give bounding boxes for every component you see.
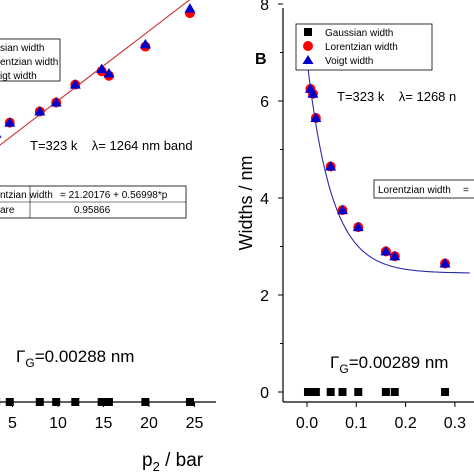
panel-a-x-tick-label: 5 xyxy=(8,415,17,432)
chart-panel-a: 5 10 15 20 25 p2 / bar sian width entzian wi… xyxy=(0,0,216,474)
panel-b-point-voigt xyxy=(325,160,337,171)
panel-b-legend-marker-gaussian xyxy=(304,28,312,36)
panel-a-point-voigt xyxy=(103,67,115,78)
panel-b-legend-entry-voigt: Voigt width xyxy=(325,56,373,67)
panel-b-y-tick-label: 8 xyxy=(260,0,269,14)
panel-a-fit-box: ntzian width = 21.20176 + 0.56998*p are … xyxy=(0,185,187,219)
panel-b-y-tick-label: 2 xyxy=(260,288,269,305)
panel-a-x-tick-label: 15 xyxy=(95,415,113,432)
panel-a-fit-box-rsquare-value: 0.95866 xyxy=(74,205,111,216)
panel-b-point-gaussian xyxy=(326,388,335,396)
panel-b-x-ticks: 0.0 0.1 0.2 0.3 xyxy=(296,402,466,432)
panel-a-x-tick-label: 10 xyxy=(49,415,67,432)
panel-a-point-voigt xyxy=(0,135,2,138)
panel-b-point-voigt xyxy=(307,88,319,98)
panel-a-fit-line xyxy=(0,0,191,146)
panel-b-point-voigt xyxy=(439,257,451,268)
panel-b-conditions-annotation: T=323 k λ= 1268 n xyxy=(337,89,456,104)
panel-b-point-gaussian xyxy=(441,388,450,396)
panel-b-point-voigt xyxy=(352,221,364,232)
panel-b-point-gaussian xyxy=(338,388,347,396)
panel-b-x-tick-label: 0.3 xyxy=(444,415,466,432)
panel-a-point-voigt xyxy=(4,117,16,127)
panel-b-x-tick-label: 0.0 xyxy=(296,415,318,432)
panel-b-legend-entry-gaussian: Gaussian width xyxy=(325,28,393,39)
panel-a-x-tick-label: 25 xyxy=(186,415,204,432)
panel-b-x-tick-label: 0.2 xyxy=(394,415,416,432)
panel-b-point-voigt xyxy=(310,112,322,122)
panel-b-point-voigt xyxy=(389,250,401,261)
panel-a-legend: sian width entzian width igt width xyxy=(0,38,61,82)
panel-a-x-ticks: 5 10 15 20 25 xyxy=(8,402,204,432)
panel-a-point-voigt xyxy=(34,105,46,116)
panel-a-legend-box xyxy=(0,38,61,82)
panel-a-point-voigt xyxy=(184,3,196,13)
panel-b-fit-box-frame xyxy=(373,179,474,199)
panel-a-conditions-annotation: T=323 k λ= 1264 nm band xyxy=(30,138,193,153)
panel-b-point-gaussian xyxy=(381,388,390,396)
panel-b-gamma-label: ΓG=0.00289 nm xyxy=(330,353,448,376)
panel-b-series xyxy=(302,57,470,396)
panel-b-y-axis-label: Widths / nm xyxy=(236,155,256,250)
panel-b-y-tick-label: 6 xyxy=(260,94,269,111)
panel-b-y-tick-label: 0 xyxy=(260,385,269,402)
panel-b-legend-marker-voigt xyxy=(302,55,314,64)
panel-b-legend-box xyxy=(295,23,433,71)
panel-b-point-gaussian xyxy=(354,388,363,396)
panel-a-point-voigt xyxy=(69,79,81,89)
panel-a-legend-entry-lorentzian: entzian width xyxy=(0,57,58,68)
panel-a-point-voigt xyxy=(50,97,62,107)
panel-a-fit-box-param-label: ntzian width xyxy=(0,190,53,201)
panel-b-legend-marker-lorentzian xyxy=(303,41,313,51)
panel-b-point-gaussian xyxy=(390,388,399,396)
panel-b-x-tick-label: 0.1 xyxy=(345,415,367,432)
panel-a-fit-box-equation: = 21.20176 + 0.56998*p xyxy=(60,190,168,201)
panel-a-x-axis-label: p2 / bar xyxy=(142,450,204,474)
panel-a-gamma-label: ΓG=0.00288 nm xyxy=(16,347,134,370)
panel-b-fit-box: Lorentzian width = xyxy=(373,179,474,199)
panel-a-fit-box-rsquare-label: are xyxy=(0,205,15,216)
panel-b-point-voigt xyxy=(380,245,392,256)
panel-b-point-voigt xyxy=(336,204,348,215)
panel-b-fit-box-param-label: Lorentzian width xyxy=(378,185,451,196)
panel-a-point-voigt xyxy=(139,38,151,49)
panel-a-legend-entry-gaussian: sian width xyxy=(0,43,44,54)
panel-b-point-gaussian xyxy=(311,388,320,396)
panel-b-y-ticks: 0 2 4 6 8 xyxy=(260,0,283,402)
panel-b-legend-entry-lorentzian: Lorentzian width xyxy=(325,42,398,53)
panel-a-legend-entry-voigt: igt width xyxy=(0,71,37,82)
panel-a-point-voigt xyxy=(96,63,108,73)
panel-a-x-tick-label: 20 xyxy=(140,415,158,432)
panel-b-fit-box-equation: = xyxy=(463,185,469,196)
panel-b-legend: Gaussian width Lorentzian width Voigt wi… xyxy=(295,23,433,71)
panel-b-fit-curve xyxy=(307,68,470,274)
panel-b-letter: B xyxy=(255,51,267,68)
panel-b-y-tick-label: 4 xyxy=(260,191,269,208)
chart-panel-b: 0 2 4 6 8 0.0 0.1 0.2 0.3 Widths / nm B Gaussia… xyxy=(236,0,474,432)
